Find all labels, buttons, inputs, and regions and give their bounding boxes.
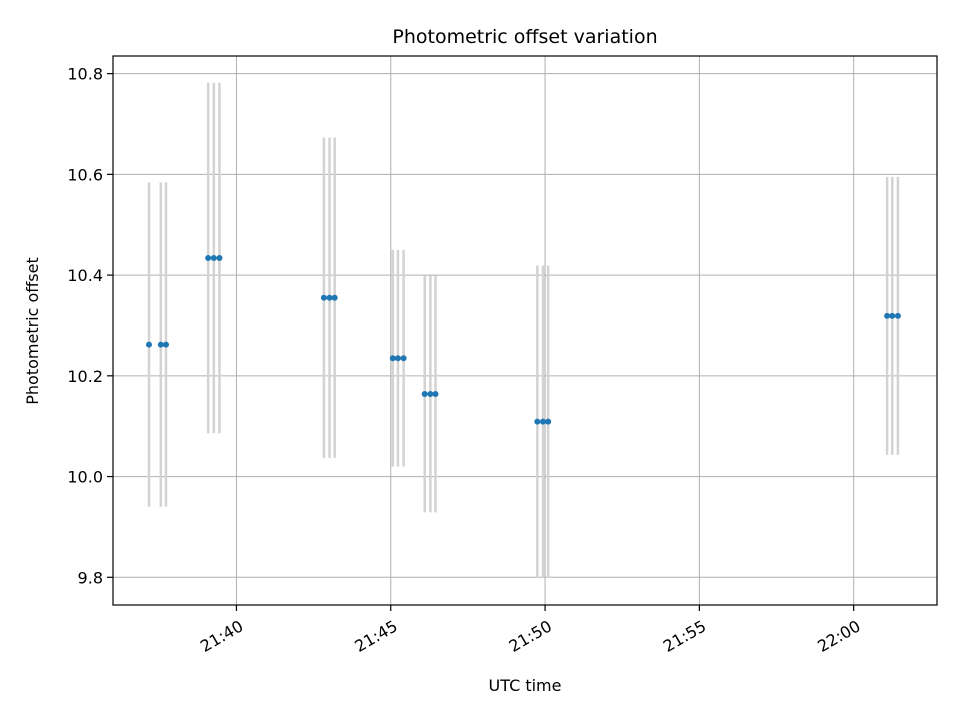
data-point xyxy=(205,254,212,261)
data-point xyxy=(210,254,217,261)
y-tick-label: 10.0 xyxy=(67,468,103,487)
data-point xyxy=(331,294,338,301)
data-point xyxy=(894,312,901,319)
x-axis: 21:40 21:45 21:50 21:55 22:00 xyxy=(197,605,864,656)
data-point xyxy=(545,418,552,425)
data-point xyxy=(400,355,407,362)
data-point xyxy=(326,294,333,301)
data-point xyxy=(162,341,169,348)
x-tick-label: 21:45 xyxy=(351,616,400,656)
data-point xyxy=(884,312,891,319)
data-point xyxy=(389,355,396,362)
data-point xyxy=(394,355,401,362)
data-point xyxy=(157,341,164,348)
markers xyxy=(146,254,901,425)
data-point xyxy=(216,254,223,261)
data-point xyxy=(146,341,153,348)
y-tick-label: 10.2 xyxy=(67,367,103,386)
errorbars xyxy=(147,82,900,578)
y-axis-label: Photometric offset xyxy=(23,257,42,405)
x-axis-label: UTC time xyxy=(489,676,562,695)
x-tick-label: 22:00 xyxy=(814,616,863,656)
plot-frame xyxy=(112,55,938,606)
data-point xyxy=(427,390,434,397)
y-tick-label: 9.8 xyxy=(78,568,103,587)
data-point xyxy=(889,312,896,319)
y-tick-label: 10.6 xyxy=(67,165,103,184)
x-tick-label: 21:40 xyxy=(197,616,246,656)
data-point xyxy=(432,390,439,397)
data-point xyxy=(320,294,327,301)
data-point xyxy=(540,418,547,425)
y-tick-label: 10.4 xyxy=(67,266,103,285)
data-point xyxy=(534,418,541,425)
chart-title: Photometric offset variation xyxy=(392,26,657,48)
y-axis: 9.8 10.0 10.2 10.4 10.6 10.8 xyxy=(67,65,113,587)
x-tick-label: 21:55 xyxy=(660,616,709,656)
data-point xyxy=(421,390,428,397)
y-tick-label: 10.8 xyxy=(67,65,103,84)
x-tick-label: 21:50 xyxy=(506,616,555,656)
grid xyxy=(113,56,937,605)
